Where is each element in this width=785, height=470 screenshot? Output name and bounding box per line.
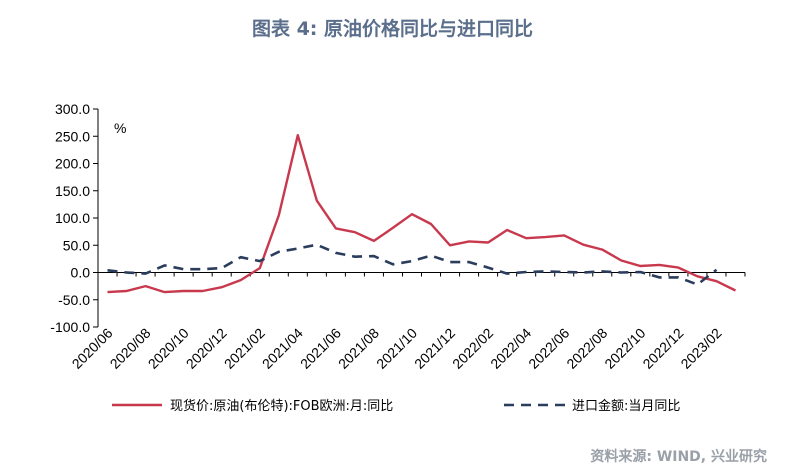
x-tick-label: 2022/12 bbox=[639, 325, 686, 372]
legend-label-import: 进口金额:当月同比 bbox=[572, 398, 680, 414]
series-line-import bbox=[107, 243, 718, 286]
x-tick-label: 2022/04 bbox=[487, 325, 534, 372]
y-tick-label: -50.0 bbox=[58, 292, 90, 308]
chart-title: 图表 4: 原油价格同比与进口同比 bbox=[251, 18, 534, 40]
x-tick-label: 2021/12 bbox=[411, 325, 458, 372]
x-tick-label: 2022/06 bbox=[525, 325, 572, 372]
y-tick-label: 250.0 bbox=[55, 128, 90, 144]
y-tick-label: 50.0 bbox=[63, 237, 90, 253]
y-tick-label: 150.0 bbox=[55, 183, 90, 199]
x-tick-label: 2020/08 bbox=[107, 325, 154, 372]
x-tick-label: 2022/02 bbox=[449, 325, 496, 372]
x-tick-label: 2021/02 bbox=[221, 325, 268, 372]
x-tick-label: 2022/08 bbox=[563, 325, 610, 372]
x-tick-label: 2023/02 bbox=[677, 325, 724, 372]
x-tick-label: 2021/10 bbox=[373, 325, 420, 372]
y-tick-label: 0.0 bbox=[71, 265, 91, 281]
x-tick-label: 2021/04 bbox=[259, 325, 306, 372]
y-tick-label: 200.0 bbox=[55, 156, 90, 172]
x-tick-label: 2022/10 bbox=[601, 325, 648, 372]
legend-label-brent: 现货价:原油(布伦特):FOB欧洲:月:同比 bbox=[170, 398, 393, 414]
x-tick-label: 2021/06 bbox=[297, 325, 344, 372]
x-tick-label: 2020/12 bbox=[183, 325, 230, 372]
y-tick-label: 100.0 bbox=[55, 210, 90, 226]
x-tick-label: 2020/10 bbox=[145, 325, 192, 372]
x-tick-label: 2021/08 bbox=[335, 325, 382, 372]
y-tick-label: -100.0 bbox=[50, 319, 90, 335]
y-tick-label: 300.0 bbox=[55, 101, 90, 117]
source-note: 资料来源: WIND, 兴业研究 bbox=[590, 449, 767, 465]
series-line-brent bbox=[107, 133, 737, 294]
y-unit-label: % bbox=[114, 120, 126, 136]
